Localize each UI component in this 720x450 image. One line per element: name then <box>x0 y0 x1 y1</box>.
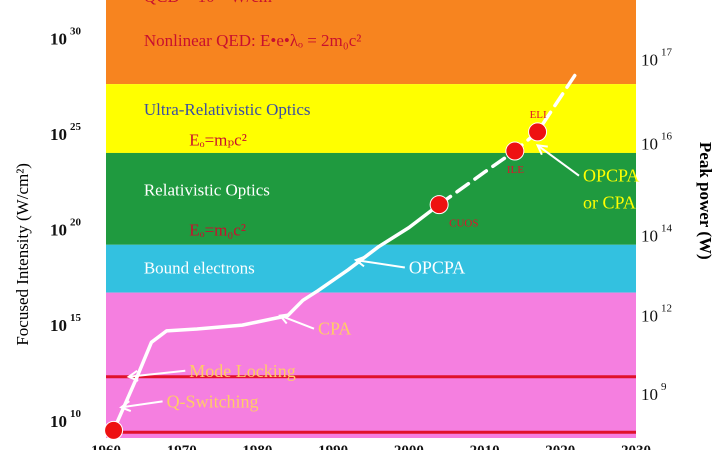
regime-band-0 <box>106 0 636 85</box>
y-axis-label: Focused Intensity (W/cm²) <box>13 163 32 346</box>
axes: 1030102510201015101010171016101410121091… <box>13 25 715 450</box>
x-tick-label-3: 1990 <box>318 443 348 450</box>
annotation-label-4: OPCPA <box>583 166 639 186</box>
y-tick-label-3: 10 <box>50 316 67 335</box>
regime-label-3-0: Bound electrons <box>144 259 255 278</box>
y2-tick-label-0: 10 <box>641 50 658 69</box>
annotation-arrow-1 <box>279 314 315 330</box>
milestone-point-3 <box>528 122 548 142</box>
y2-tick-label-2: 10 <box>641 226 658 245</box>
milestone-label-3: ELI <box>530 109 547 121</box>
annotation-arrowhead-4 <box>535 144 548 156</box>
regime-band-4 <box>106 292 636 438</box>
regime-label-1-0: Ultra-Relativistic Optics <box>144 100 311 119</box>
y2-tick-exponent-0: 17 <box>661 46 673 58</box>
annotation-label-0: OPCPA <box>409 257 465 277</box>
x-tick-label-7: 2030 <box>621 443 651 450</box>
y2-tick-exponent-1: 16 <box>661 130 673 142</box>
annotation-arrowhead-2 <box>126 370 139 382</box>
y2-axis-label: Peak power (W) <box>696 142 715 260</box>
y-tick-exponent-2: 20 <box>70 217 82 229</box>
annotation-arrow-3 <box>120 400 163 409</box>
y-tick-label-1: 10 <box>50 125 67 144</box>
y2-tick-label-1: 10 <box>641 134 658 153</box>
y-tick-exponent-3: 15 <box>70 312 82 324</box>
x-tick-label-0: 1960 <box>91 443 121 450</box>
reference-lines <box>106 375 636 434</box>
y2-tick-label-3: 10 <box>641 307 658 326</box>
regime-label-2-1: Eₒ=m₀c² <box>189 220 246 239</box>
y2-tick-label-4: 10 <box>641 385 658 404</box>
x-tick-label-2: 1980 <box>242 443 272 450</box>
milestone-label-1: CUOS <box>449 218 478 230</box>
milestone-points: CUOS ILE ELI <box>104 109 548 440</box>
y-tick-exponent-1: 25 <box>70 121 82 133</box>
annotation-arrow-4 <box>536 144 580 177</box>
milestone-point-0 <box>104 420 124 440</box>
y2-tick-exponent-4: 9 <box>661 381 667 393</box>
x-tick-label-1: 1970 <box>167 443 197 450</box>
regime-label-0-1: Nonlinear QED: E•e•λₒ = 2m₀c² <box>144 31 362 50</box>
annotation-arrowhead-1 <box>278 313 291 325</box>
annotation-label-2: Mode Locking <box>189 361 295 381</box>
regime-band-2 <box>106 152 636 245</box>
annotation-arrowhead-0 <box>353 255 366 268</box>
y-tick-label-2: 10 <box>50 221 67 240</box>
annotation-arrowhead-3 <box>119 400 132 412</box>
y-tick-exponent-4: 10 <box>70 408 82 420</box>
regime-label-2-0: Relativistic Optics <box>144 180 270 199</box>
x-tick-label-4: 2000 <box>394 443 424 450</box>
annotation-label-3: Q-Switching <box>167 391 259 411</box>
y2-tick-exponent-2: 14 <box>661 222 673 234</box>
regime-label-1-1: Eₒ=mₚc² <box>189 131 247 150</box>
intensity-regime-bands <box>106 0 636 438</box>
annotation-label-1: CPA <box>318 319 351 339</box>
annotation-arrow-0 <box>355 259 406 269</box>
milestone-label-2: ILE <box>507 164 524 176</box>
y-tick-exponent-0: 30 <box>70 25 82 37</box>
x-tick-label-6: 2020 <box>545 443 575 450</box>
milestone-point-1 <box>429 195 449 215</box>
annotation-label-5: or CPA <box>583 192 636 212</box>
series-line-0 <box>111 202 441 433</box>
y-tick-label-4: 10 <box>50 412 67 431</box>
y2-tick-exponent-3: 12 <box>661 303 672 315</box>
milestone-point-2 <box>505 141 525 161</box>
y-tick-label-0: 10 <box>50 29 67 48</box>
annotation-arrow-2 <box>128 369 186 378</box>
annotations: OPCPA CPA Mode Locking Q-Switching OPCPA or C… <box>119 144 639 412</box>
